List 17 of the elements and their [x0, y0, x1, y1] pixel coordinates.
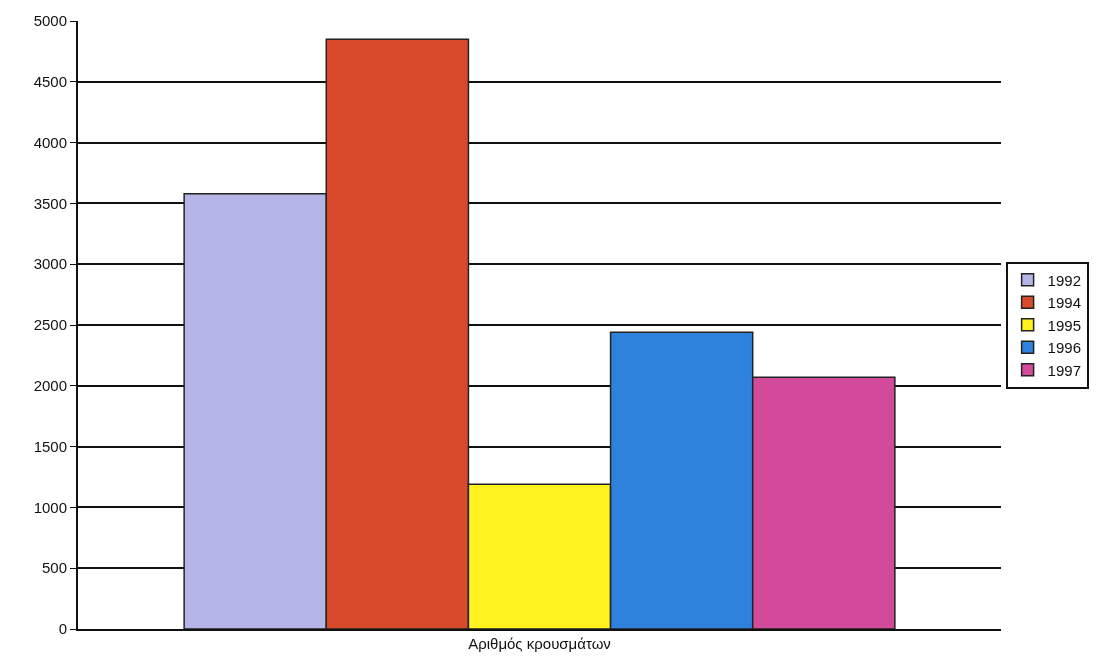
legend-label: 1992: [1047, 271, 1081, 289]
y-tick-label: 2000: [33, 377, 67, 395]
y-tick-label: 5000: [33, 12, 67, 30]
y-tick-label: 0: [58, 620, 67, 638]
y-tick-label: 3000: [33, 255, 67, 273]
y-tick-label: 2500: [33, 316, 67, 334]
legend-label: 1997: [1047, 361, 1081, 379]
y-tick-label: 1000: [33, 498, 67, 516]
y-tick-label: 3500: [33, 194, 67, 212]
x-tick-label: Αριθμός κρουσμάτων: [468, 635, 611, 652]
legend-label: 1996: [1047, 339, 1081, 357]
legend-label: 1995: [1047, 316, 1081, 334]
y-tick-label: 4000: [33, 133, 67, 151]
y-tick-label: 1500: [33, 437, 67, 455]
y-tick-label: 4500: [33, 73, 67, 91]
y-tick-label: 500: [41, 559, 67, 577]
legend-label: 1994: [1047, 294, 1081, 312]
